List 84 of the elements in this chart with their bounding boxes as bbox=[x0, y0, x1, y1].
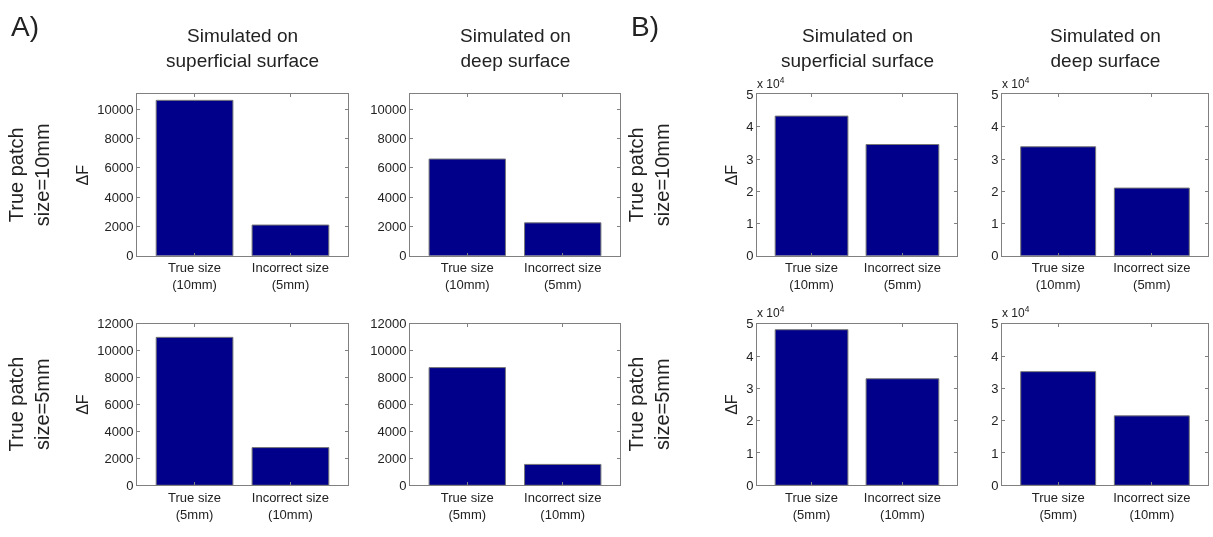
x-tick-label: True size (5mm) bbox=[1031, 489, 1085, 522]
y-tick-label: 12000 bbox=[370, 316, 407, 332]
y-tick-label: 4000 bbox=[377, 189, 407, 205]
text: x 10$^{4}$ bbox=[757, 75, 785, 92]
x-tick-label: Incorrect size (10mm) bbox=[863, 489, 942, 522]
chart-title: Simulated on superficial surface bbox=[781, 25, 935, 71]
y-tick-label: 0 bbox=[746, 477, 754, 493]
text: x 10$^{4}$ bbox=[757, 304, 785, 321]
y-tick-label: 4 bbox=[746, 119, 754, 135]
y-tick-label: 0 bbox=[126, 477, 134, 493]
y-tick-label: 2 bbox=[991, 413, 999, 429]
y-tick-label: 8000 bbox=[104, 370, 134, 386]
text: x 10$^{4}$ bbox=[1002, 75, 1030, 92]
y-tick-label: 2000 bbox=[377, 450, 407, 466]
y-tick-label: 8000 bbox=[377, 370, 407, 386]
x-tick-label: True size (10mm) bbox=[1031, 260, 1085, 293]
y-axis-title: ΔF bbox=[723, 394, 741, 415]
y-tick-label: 2000 bbox=[377, 219, 407, 235]
y-tick-label: 1 bbox=[746, 216, 754, 232]
chart-title: Simulated on deep surface bbox=[1050, 25, 1161, 71]
y-tick-label: 2000 bbox=[104, 219, 134, 235]
y-tick-label: 10000 bbox=[97, 101, 134, 117]
y-tick-label: 5 bbox=[746, 87, 754, 103]
x-tick-label: Incorrect size (10mm) bbox=[1113, 489, 1191, 522]
y-tick-label: 3 bbox=[746, 380, 754, 396]
x-tick-label: True size (10mm) bbox=[440, 260, 494, 293]
y-tick-label: 3 bbox=[991, 380, 999, 396]
y-tick-label: 1 bbox=[991, 445, 999, 461]
y-tick-label: 0 bbox=[399, 477, 407, 493]
text: A) bbox=[11, 11, 39, 42]
y-tick-label: 1 bbox=[746, 445, 754, 461]
y-tick-label: 6000 bbox=[104, 160, 134, 176]
x-tick-label: Incorrect size (5mm) bbox=[863, 260, 942, 293]
y-tick-label: 5 bbox=[991, 316, 999, 332]
y-tick-label: 5 bbox=[746, 316, 754, 332]
x-tick-label: True size (10mm) bbox=[785, 260, 839, 293]
x-tick-label: True size (5mm) bbox=[785, 489, 839, 522]
x-tick-label: Incorrect size (10mm) bbox=[524, 489, 602, 522]
text: True patch size=10mm bbox=[624, 123, 673, 227]
y-tick-label: 2 bbox=[746, 183, 754, 199]
x-tick-label: Incorrect size (10mm) bbox=[251, 489, 330, 522]
text: B) bbox=[631, 11, 659, 42]
x-tick-label: Incorrect size (5mm) bbox=[524, 260, 602, 293]
y-tick-label: 2 bbox=[746, 413, 754, 429]
y-tick-label: 6000 bbox=[377, 160, 407, 176]
y-tick-label: 8000 bbox=[377, 131, 407, 147]
y-tick-label: 12000 bbox=[97, 316, 134, 332]
y-tick-label: 0 bbox=[126, 248, 134, 264]
x-tick-label: Incorrect size (5mm) bbox=[1113, 260, 1191, 293]
text: True patch size=5mm bbox=[5, 356, 54, 452]
text: x 10$^{4}$ bbox=[1002, 304, 1030, 321]
y-tick-label: 0 bbox=[991, 477, 999, 493]
y-tick-label: 4000 bbox=[377, 424, 407, 440]
chart-title: Simulated on superficial surface bbox=[166, 25, 320, 71]
y-tick-label: 1 bbox=[991, 216, 999, 232]
text: True patch size=10mm bbox=[4, 123, 53, 227]
y-tick-label: 3 bbox=[746, 151, 754, 167]
y-tick-label: 6000 bbox=[104, 397, 134, 413]
y-tick-label: 3 bbox=[991, 151, 999, 167]
x-tick-label: True size (10mm) bbox=[168, 260, 222, 293]
y-tick-label: 4 bbox=[991, 348, 999, 364]
y-tick-label: 4000 bbox=[104, 424, 134, 440]
x-tick-label: True size (5mm) bbox=[168, 489, 222, 522]
chart-title: Simulated on deep surface bbox=[460, 25, 571, 71]
y-axis-title: ΔF bbox=[74, 164, 92, 186]
y-tick-label: 4000 bbox=[104, 189, 134, 205]
y-tick-label: 0 bbox=[991, 248, 999, 264]
y-tick-label: 0 bbox=[746, 248, 754, 264]
y-tick-label: 10000 bbox=[370, 343, 407, 359]
y-tick-label: 2 bbox=[991, 183, 999, 199]
y-tick-label: 10000 bbox=[97, 343, 134, 359]
x-tick-label: True size (5mm) bbox=[440, 489, 494, 522]
y-tick-label: 6000 bbox=[377, 397, 407, 413]
y-tick-label: 4 bbox=[746, 348, 754, 364]
text: True patch size=5mm bbox=[625, 356, 674, 452]
y-tick-label: 10000 bbox=[370, 101, 407, 117]
y-tick-label: 0 bbox=[399, 248, 407, 264]
y-axis-title: ΔF bbox=[723, 164, 741, 186]
y-tick-label: 2000 bbox=[104, 450, 134, 466]
y-tick-label: 5 bbox=[991, 87, 999, 103]
y-tick-label: 4 bbox=[991, 119, 999, 135]
y-tick-label: 8000 bbox=[104, 131, 134, 147]
x-tick-label: Incorrect size (5mm) bbox=[251, 260, 330, 293]
y-axis-title: ΔF bbox=[74, 394, 92, 415]
